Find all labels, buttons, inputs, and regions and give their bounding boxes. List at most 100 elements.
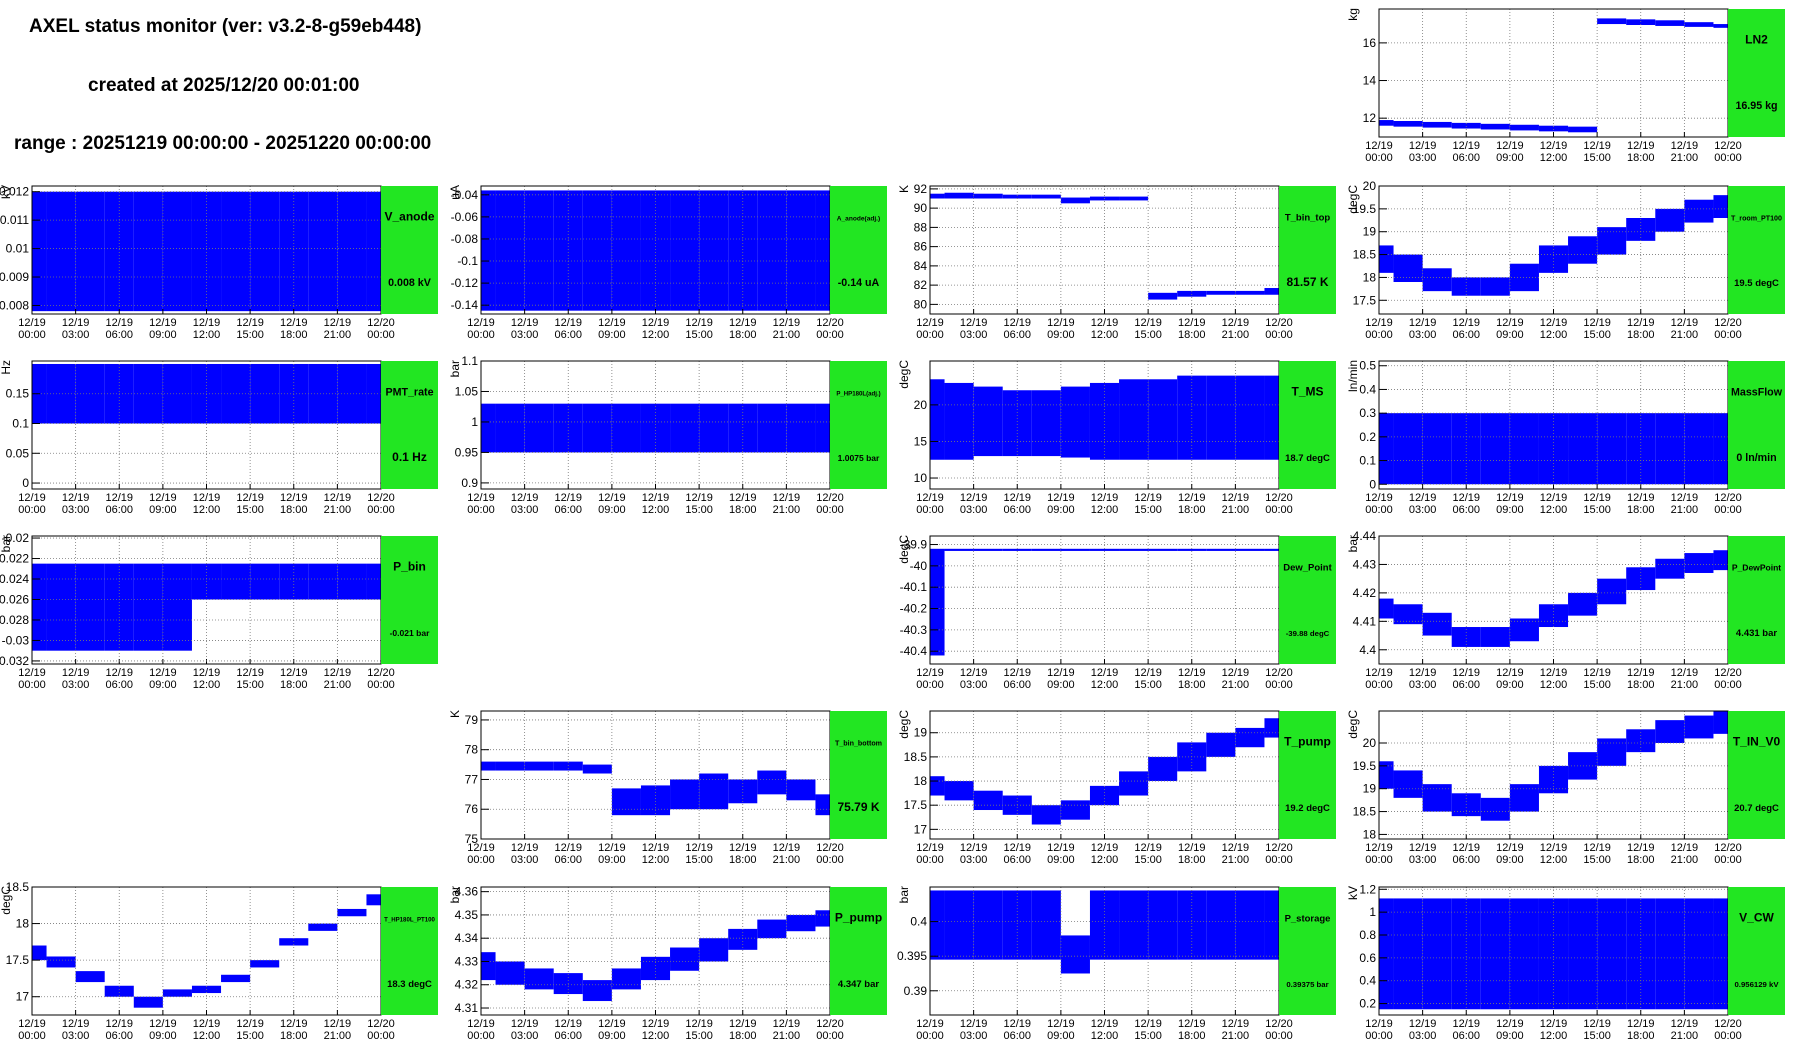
range-bar — [1031, 890, 1061, 960]
y-tick-label: 0.5 — [1359, 359, 1376, 373]
time-range: range : 20251219 00:00:00 - 20251220 00:… — [14, 133, 432, 154]
x-tick-label: 12/19 06:00 — [105, 667, 134, 691]
x-tick-label: 12/19 03:00 — [1408, 492, 1437, 516]
range-bar — [481, 190, 496, 311]
x-tick-label: 12/19 12:00 — [192, 492, 221, 516]
range-bar — [308, 363, 338, 424]
y-tick-label: 0.9 — [461, 476, 478, 490]
range-bar — [1422, 784, 1452, 812]
x-tick-label: 12/19 03:00 — [1408, 140, 1437, 164]
range-bar — [308, 563, 338, 600]
y-tick-label: -0.14 — [451, 298, 479, 312]
range-bar — [757, 403, 787, 453]
x-tick-label: 12/19 06:00 — [1003, 842, 1032, 866]
status-box — [1279, 186, 1336, 314]
x-tick-label: 12/19 18:00 — [728, 492, 757, 516]
range-bar — [1206, 375, 1236, 460]
y-tick-label: 0.2 — [1359, 997, 1376, 1011]
unit-label: degC — [897, 710, 911, 739]
x-tick-label: 12/19 09:00 — [598, 492, 626, 516]
unit-label: degC — [1346, 710, 1360, 739]
range-bar — [1089, 890, 1120, 960]
range-bar — [524, 190, 554, 311]
y-tick-label: 17.5 — [904, 798, 928, 812]
range-bar — [1177, 548, 1207, 551]
unit-label: degC — [897, 360, 911, 389]
range-bar — [728, 190, 758, 311]
status-name: A_anode(adj.) — [837, 216, 880, 223]
x-tick-label: 12/19 21:00 — [323, 667, 352, 691]
status-value: 16.95 kg — [1735, 100, 1777, 112]
range-bar — [1626, 729, 1656, 753]
x-tick-label: 12/19 06:00 — [1452, 842, 1481, 866]
range-bar — [1206, 290, 1236, 295]
x-tick-label: 12/19 12:00 — [1539, 1018, 1568, 1042]
x-tick-label: 12/19 09:00 — [149, 1018, 177, 1042]
x-tick-label: 12/19 12:00 — [1539, 842, 1568, 866]
x-tick-label: 12/19 03:00 — [510, 317, 539, 341]
y-tick-label: 19 — [1363, 782, 1377, 796]
range-bar — [1568, 126, 1598, 133]
unit-label: bar — [448, 360, 462, 377]
range-bar — [699, 773, 729, 810]
x-tick-label: 12/19 21:00 — [1221, 842, 1250, 866]
range-bar — [250, 191, 280, 312]
x-tick-label: 12/19 15:00 — [1583, 667, 1611, 691]
range-bar — [1568, 592, 1598, 616]
x-tick-label: 12/19 09:00 — [149, 492, 177, 516]
range-bar — [1568, 236, 1598, 264]
x-tick-label: 12/19 09:00 — [1496, 492, 1524, 516]
range-bar — [221, 974, 251, 983]
y-tick-label: 1.05 — [455, 384, 479, 398]
x-tick-label: 12/19 21:00 — [1221, 667, 1250, 691]
x-tick-label: 12/19 21:00 — [772, 842, 801, 866]
x-tick-label: 12/19 09:00 — [598, 1018, 626, 1042]
range-bar — [640, 190, 671, 311]
x-tick-label: 12/19 03:00 — [61, 667, 90, 691]
range-bar — [670, 190, 700, 311]
range-bar — [1119, 379, 1149, 460]
series — [1379, 18, 1728, 133]
range-bar — [1060, 935, 1090, 974]
range-bar — [1393, 121, 1423, 127]
x-tick-label: 12/19 06:00 — [105, 317, 134, 341]
status-name: T_pump — [1284, 735, 1331, 749]
range-bar — [1206, 548, 1236, 551]
range-bar — [1060, 800, 1090, 820]
y-tick-label: 15 — [914, 434, 928, 448]
y-tick-label: 92 — [914, 182, 928, 196]
range-bar — [1177, 890, 1207, 960]
x-tick-label: 12/19 12:00 — [192, 1018, 221, 1042]
series — [1379, 195, 1728, 296]
range-bar — [46, 563, 76, 651]
x-tick-label: 12/19 00:00 — [18, 317, 46, 341]
range-bar — [1509, 124, 1539, 131]
x-tick-label: 12/19 21:00 — [772, 492, 801, 516]
range-bar — [1379, 761, 1394, 789]
range-bar — [1148, 379, 1178, 460]
range-bar — [1235, 890, 1265, 960]
y-tick-label: 4.33 — [455, 954, 479, 968]
y-tick-label: 18 — [1363, 827, 1377, 841]
x-tick-label: 12/19 18:00 — [1177, 492, 1206, 516]
range-bar — [1119, 890, 1149, 960]
range-bar — [1148, 756, 1178, 782]
range-bar — [1379, 898, 1394, 1010]
x-tick-label: 12/19 12:00 — [641, 842, 670, 866]
x-tick-label: 12/19 12:00 — [641, 492, 670, 516]
x-tick-label: 12/20 00:00 — [1265, 492, 1293, 516]
x-tick-label: 12/19 15:00 — [1134, 1018, 1162, 1042]
range-bar — [1480, 797, 1510, 821]
x-tick-label: 12/19 03:00 — [510, 492, 539, 516]
y-tick-label: 0 — [22, 476, 29, 490]
status-name: LN2 — [1745, 33, 1768, 47]
y-tick-label: 0.95 — [455, 445, 479, 459]
range-bar — [1480, 413, 1510, 485]
range-bar — [1235, 548, 1265, 551]
status-name: T_bin_bottom — [835, 740, 882, 748]
x-tick-label: 12/20 00:00 — [367, 317, 395, 341]
range-bar — [250, 563, 280, 600]
status-name: Dew_Point — [1283, 563, 1332, 574]
x-tick-label: 12/19 18:00 — [1626, 842, 1655, 866]
y-tick-label: 1.2 — [1359, 882, 1376, 896]
